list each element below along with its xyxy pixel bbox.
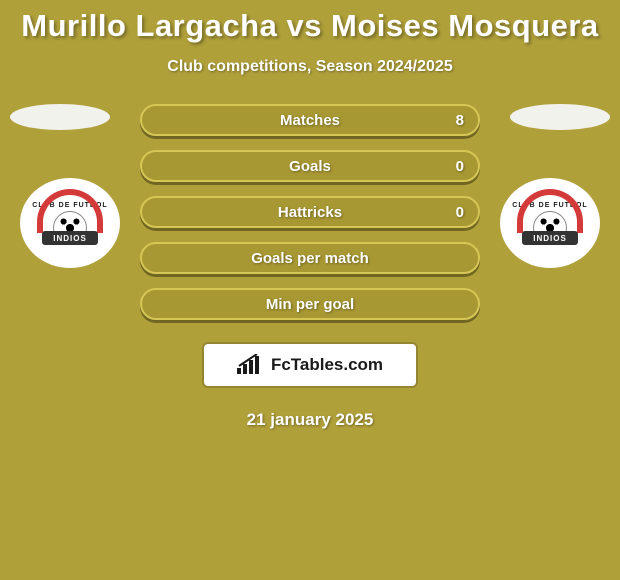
stat-value: 0 [456, 204, 464, 221]
stat-row-matches: Matches 8 [140, 104, 480, 136]
scarf-icon [517, 189, 583, 233]
club-ribbon: INDIOS [522, 231, 578, 245]
date-text: 21 january 2025 [247, 410, 374, 430]
brand-box: FcTables.com [202, 342, 418, 388]
stat-label: Min per goal [266, 296, 354, 313]
club-badge-inner: CLUB DE FUTBOL INDIOS [30, 183, 110, 263]
stat-row-hattricks: Hattricks 0 [140, 196, 480, 228]
stat-label: Goals [289, 158, 331, 175]
stats-list: Matches 8 Goals 0 Hattricks 0 Goals per … [140, 104, 480, 320]
stat-label: Matches [280, 112, 340, 129]
stats-section: CLUB DE FUTBOL INDIOS CLUB DE FUTBOL IND… [0, 104, 620, 320]
stat-row-goals: Goals 0 [140, 150, 480, 182]
player-dot-right [510, 104, 610, 130]
club-ribbon: INDIOS [42, 231, 98, 245]
stat-label: Goals per match [251, 250, 369, 267]
club-badge-inner: CLUB DE FUTBOL INDIOS [510, 183, 590, 263]
infographic-root: Murillo Largacha vs Moises Mosquera Club… [0, 0, 620, 580]
page-title: Murillo Largacha vs Moises Mosquera [21, 8, 598, 44]
scarf-icon [37, 189, 103, 233]
stat-value: 0 [456, 158, 464, 175]
stat-value: 8 [456, 112, 464, 129]
subtitle-text: Club competitions, Season 2024/2025 [167, 58, 452, 76]
player-dot-left [10, 104, 110, 130]
brand-text: FcTables.com [271, 355, 383, 375]
club-badge-left: CLUB DE FUTBOL INDIOS [20, 178, 120, 268]
stat-row-goals-per-match: Goals per match [140, 242, 480, 274]
bar-chart-icon [237, 354, 265, 376]
stat-label: Hattricks [278, 204, 342, 221]
stat-row-min-per-goal: Min per goal [140, 288, 480, 320]
club-badge-right: CLUB DE FUTBOL INDIOS [500, 178, 600, 268]
